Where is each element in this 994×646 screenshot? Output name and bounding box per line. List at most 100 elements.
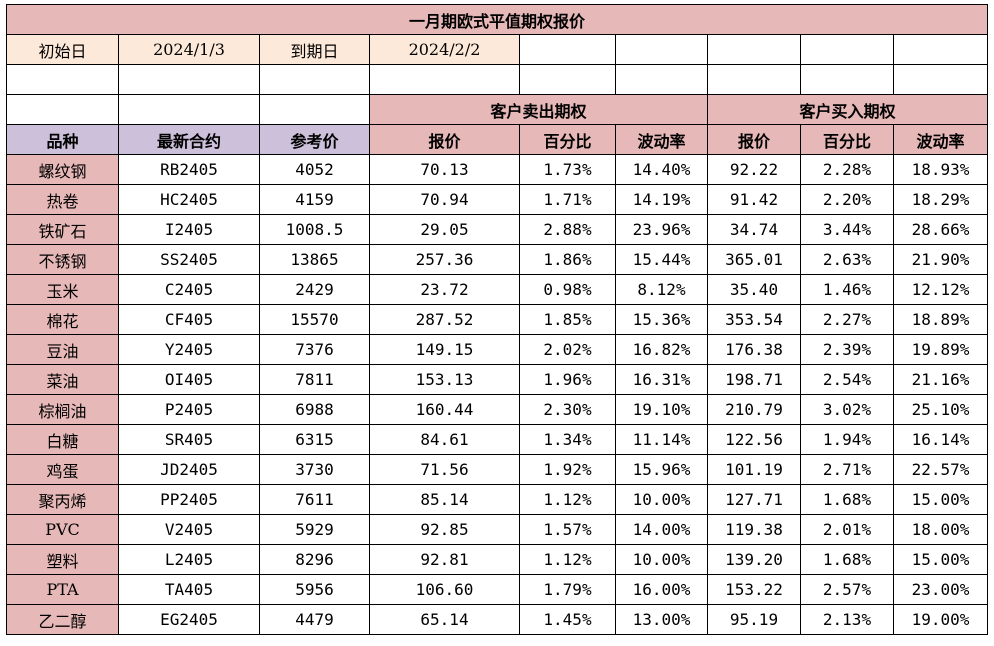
cell-buy-percent[interactable]: 2.63%	[800, 244, 894, 275]
cell-contract[interactable]: CF405	[118, 304, 260, 335]
cell-ref-price[interactable]: 2429	[259, 274, 370, 305]
cell-buy-quote[interactable]: 92.22	[707, 154, 801, 185]
cell-sell-percent[interactable]: 1.79%	[519, 574, 616, 605]
cell-contract[interactable]: HC2405	[118, 184, 260, 215]
cell-buy-quote[interactable]: 34.74	[707, 214, 801, 245]
empty-cell[interactable]	[519, 64, 616, 95]
cell-sell-percent[interactable]: 1.34%	[519, 424, 616, 455]
cell-contract[interactable]: C2405	[118, 274, 260, 305]
cell-sell-quote[interactable]: 65.14	[369, 604, 520, 635]
cell-sell-vol[interactable]: 15.44%	[615, 244, 708, 275]
cell-ref-price[interactable]: 5956	[259, 574, 370, 605]
cell-contract[interactable]: PP2405	[118, 484, 260, 515]
cell-sell-vol[interactable]: 19.10%	[615, 394, 708, 425]
cell-variety[interactable]: 塑料	[6, 544, 119, 575]
cell-buy-quote[interactable]: 139.20	[707, 544, 801, 575]
cell-sell-percent[interactable]: 1.92%	[519, 454, 616, 485]
cell-sell-quote[interactable]: 23.72	[369, 274, 520, 305]
cell-ref-price[interactable]: 7811	[259, 364, 370, 395]
empty-cell[interactable]	[519, 34, 616, 65]
cell-contract[interactable]: EG2405	[118, 604, 260, 635]
cell-buy-vol[interactable]: 18.93%	[893, 154, 988, 185]
cell-variety[interactable]: 白糖	[6, 424, 119, 455]
cell-sell-vol[interactable]: 16.31%	[615, 364, 708, 395]
empty-cell[interactable]	[118, 94, 260, 125]
end-date-value[interactable]: 2024/2/2	[369, 34, 520, 65]
cell-buy-quote[interactable]: 153.22	[707, 574, 801, 605]
cell-sell-quote[interactable]: 84.61	[369, 424, 520, 455]
cell-buy-vol[interactable]: 19.89%	[893, 334, 988, 365]
cell-variety[interactable]: 棕榈油	[6, 394, 119, 425]
cell-buy-percent[interactable]: 1.68%	[800, 484, 894, 515]
cell-ref-price[interactable]: 4479	[259, 604, 370, 635]
cell-sell-vol[interactable]: 14.19%	[615, 184, 708, 215]
empty-cell[interactable]	[259, 64, 370, 95]
cell-sell-percent[interactable]: 1.73%	[519, 154, 616, 185]
cell-sell-quote[interactable]: 70.13	[369, 154, 520, 185]
cell-buy-percent[interactable]: 3.02%	[800, 394, 894, 425]
cell-sell-quote[interactable]: 287.52	[369, 304, 520, 335]
cell-buy-quote[interactable]: 127.71	[707, 484, 801, 515]
cell-buy-quote[interactable]: 353.54	[707, 304, 801, 335]
cell-sell-percent[interactable]: 1.86%	[519, 244, 616, 275]
empty-cell[interactable]	[800, 34, 894, 65]
cell-sell-quote[interactable]: 257.36	[369, 244, 520, 275]
cell-buy-quote[interactable]: 122.56	[707, 424, 801, 455]
cell-sell-percent[interactable]: 1.57%	[519, 514, 616, 545]
cell-ref-price[interactable]: 3730	[259, 454, 370, 485]
cell-buy-percent[interactable]: 2.28%	[800, 154, 894, 185]
cell-sell-quote[interactable]: 153.13	[369, 364, 520, 395]
cell-variety[interactable]: 热卷	[6, 184, 119, 215]
cell-ref-price[interactable]: 4052	[259, 154, 370, 185]
cell-buy-percent[interactable]: 2.39%	[800, 334, 894, 365]
start-date-value[interactable]: 2024/1/3	[118, 34, 260, 65]
cell-variety[interactable]: 菜油	[6, 364, 119, 395]
cell-buy-quote[interactable]: 95.19	[707, 604, 801, 635]
cell-variety[interactable]: 玉米	[6, 274, 119, 305]
empty-cell[interactable]	[893, 64, 988, 95]
cell-buy-vol[interactable]: 15.00%	[893, 484, 988, 515]
cell-sell-percent[interactable]: 2.02%	[519, 334, 616, 365]
cell-buy-percent[interactable]: 2.71%	[800, 454, 894, 485]
cell-buy-vol[interactable]: 25.10%	[893, 394, 988, 425]
cell-ref-price[interactable]: 8296	[259, 544, 370, 575]
cell-sell-percent[interactable]: 1.12%	[519, 484, 616, 515]
cell-buy-percent[interactable]: 1.94%	[800, 424, 894, 455]
cell-sell-quote[interactable]: 92.81	[369, 544, 520, 575]
cell-sell-vol[interactable]: 10.00%	[615, 484, 708, 515]
cell-buy-vol[interactable]: 18.89%	[893, 304, 988, 335]
cell-variety[interactable]: 乙二醇	[6, 604, 119, 635]
cell-sell-vol[interactable]: 8.12%	[615, 274, 708, 305]
cell-buy-vol[interactable]: 19.00%	[893, 604, 988, 635]
cell-sell-percent[interactable]: 1.96%	[519, 364, 616, 395]
cell-buy-quote[interactable]: 365.01	[707, 244, 801, 275]
cell-buy-quote[interactable]: 35.40	[707, 274, 801, 305]
cell-buy-quote[interactable]: 198.71	[707, 364, 801, 395]
cell-contract[interactable]: Y2405	[118, 334, 260, 365]
cell-contract[interactable]: SS2405	[118, 244, 260, 275]
cell-sell-percent[interactable]: 1.85%	[519, 304, 616, 335]
cell-ref-price[interactable]: 7376	[259, 334, 370, 365]
cell-variety[interactable]: 螺纹钢	[6, 154, 119, 185]
empty-cell[interactable]	[6, 94, 119, 125]
cell-variety[interactable]: 不锈钢	[6, 244, 119, 275]
cell-buy-percent[interactable]: 3.44%	[800, 214, 894, 245]
cell-ref-price[interactable]: 7611	[259, 484, 370, 515]
cell-buy-vol[interactable]: 12.12%	[893, 274, 988, 305]
empty-cell[interactable]	[615, 34, 708, 65]
cell-contract[interactable]: TA405	[118, 574, 260, 605]
cell-buy-percent[interactable]: 2.57%	[800, 574, 894, 605]
cell-sell-percent[interactable]: 0.98%	[519, 274, 616, 305]
cell-contract[interactable]: SR405	[118, 424, 260, 455]
cell-buy-vol[interactable]: 22.57%	[893, 454, 988, 485]
cell-buy-vol[interactable]: 16.14%	[893, 424, 988, 455]
cell-buy-percent[interactable]: 1.46%	[800, 274, 894, 305]
cell-sell-percent[interactable]: 1.12%	[519, 544, 616, 575]
cell-sell-quote[interactable]: 160.44	[369, 394, 520, 425]
cell-sell-quote[interactable]: 92.85	[369, 514, 520, 545]
cell-sell-quote[interactable]: 149.15	[369, 334, 520, 365]
cell-buy-quote[interactable]: 119.38	[707, 514, 801, 545]
cell-sell-percent[interactable]: 2.30%	[519, 394, 616, 425]
cell-contract[interactable]: P2405	[118, 394, 260, 425]
cell-sell-vol[interactable]: 14.00%	[615, 514, 708, 545]
